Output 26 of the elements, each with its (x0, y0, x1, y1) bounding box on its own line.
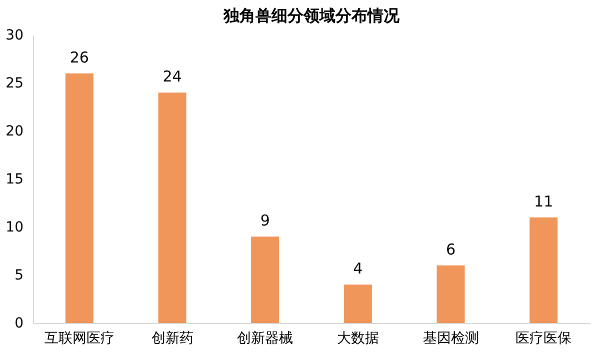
x-tick-label: 医疗医保 (516, 330, 572, 346)
y-tick-label: 20 (6, 124, 24, 140)
chart-title: 独角兽细分领域分布情况 (222, 6, 400, 25)
bar (530, 217, 558, 323)
bar (65, 73, 94, 323)
x-tick-label: 大数据 (336, 330, 379, 346)
bar (251, 236, 280, 323)
bar (158, 92, 186, 323)
data-label: 11 (534, 192, 554, 210)
bar (344, 284, 372, 323)
data-label: 9 (260, 212, 270, 230)
y-tick-label: 15 (6, 172, 24, 188)
x-tick-label: 创新药 (151, 330, 194, 346)
data-label: 26 (70, 48, 89, 66)
y-tick-label: 30 (6, 28, 24, 44)
x-tick-label: 创新器械 (237, 330, 294, 346)
data-label: 6 (446, 240, 456, 258)
y-tick-label: 5 (14, 268, 24, 284)
bar (436, 265, 465, 323)
data-label: 4 (353, 260, 363, 278)
data-label: 24 (162, 68, 182, 86)
x-tick-label: 基因检测 (422, 330, 479, 346)
y-tick-label: 25 (6, 76, 24, 92)
y-tick-label: 0 (14, 316, 24, 332)
x-tick-label: 互联网医疗 (44, 330, 114, 346)
y-tick-label: 10 (6, 220, 24, 236)
